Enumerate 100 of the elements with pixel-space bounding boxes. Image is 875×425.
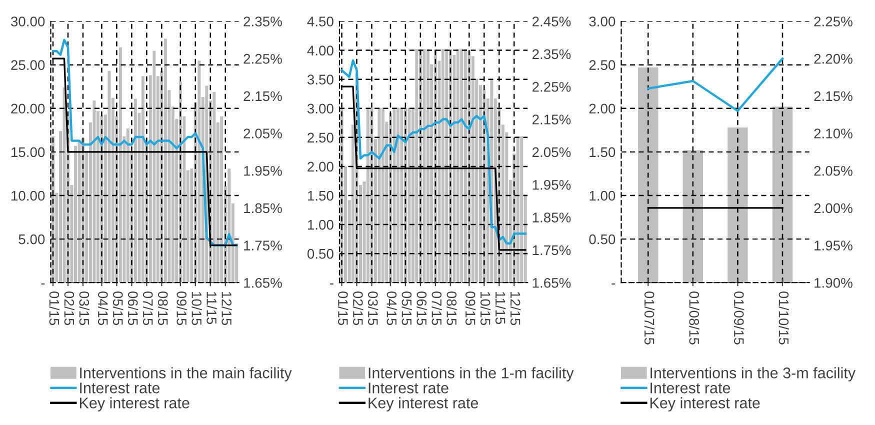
x-tick-label: 06/15	[128, 292, 138, 326]
x-tick-label: 08/15	[446, 292, 457, 326]
y2-tick-label: 1.90%	[814, 278, 852, 288]
y2-tick-label: 2.05%	[244, 128, 282, 138]
bar	[134, 98, 137, 283]
legend-label: Interventions in the 3-m facility	[650, 367, 856, 382]
bar	[426, 49, 430, 283]
y2-tick-label: 1.75%	[244, 240, 282, 250]
bar	[152, 50, 156, 283]
bar	[728, 128, 748, 283]
bar	[392, 108, 396, 283]
x-tick-label: 07/15	[142, 292, 154, 326]
y2-tick-label: 2.25%	[814, 16, 852, 26]
y2-tick-label: 2.25%	[244, 54, 282, 64]
x-tick-label: 01/15	[338, 292, 348, 326]
bar	[464, 49, 467, 283]
y-tick-label: 0.50	[589, 234, 616, 244]
y-tick-label: 2.00	[589, 104, 616, 114]
y2-tick-label: 1.85%	[244, 203, 282, 214]
y2-tick-label: 2.20%	[814, 54, 852, 64]
legend-label: Interest rate	[368, 382, 448, 394]
bar	[92, 100, 96, 283]
y2-tick-label: 1.85%	[532, 212, 571, 222]
x-tick-label: 01/08/15	[689, 292, 700, 344]
bar	[220, 116, 224, 283]
y2-tick-label: 2.10%	[814, 128, 852, 138]
y-tick-label: 5.00	[18, 234, 45, 244]
y-tick-label: 1.50	[590, 147, 616, 158]
x-tick-label: 12/15	[510, 292, 521, 326]
y2-tick-label: 1.65%	[244, 278, 282, 288]
x-tick-label: 02/15	[353, 292, 364, 326]
x-tick-label: 02/15	[64, 292, 74, 326]
bar	[445, 49, 448, 283]
y-tick-label: 1.00	[590, 190, 616, 201]
x-tick-label: 03/15	[79, 292, 90, 326]
bar	[682, 150, 703, 283]
bar	[415, 49, 418, 283]
y2-tick-label: 1.95%	[532, 180, 571, 190]
bar	[78, 141, 81, 283]
legend-label: Key interest rate	[80, 397, 190, 412]
y2-tick-label: 2.25%	[532, 82, 571, 92]
bar	[381, 108, 384, 283]
bar	[198, 60, 201, 283]
bar	[396, 108, 400, 283]
y-tick-label: 15.00	[12, 147, 45, 158]
legend-label: Key interest rate	[368, 397, 478, 412]
y2-tick-label: 2.35%	[532, 49, 571, 60]
line-series	[340, 59, 526, 245]
x-tick-label: 05/15	[402, 292, 412, 326]
y-tick-label: -	[612, 283, 616, 285]
x-tick-label: 10/15	[480, 292, 491, 326]
x-tick-label: 03/15	[368, 292, 378, 326]
x-tick-label: 08/15	[158, 292, 168, 326]
y-tick-label: 3.00	[589, 16, 616, 26]
y-tick-label: 20.00	[11, 104, 45, 114]
x-tick-label: 09/15	[465, 292, 476, 326]
bar	[108, 70, 111, 283]
x-tick-label: 04/15	[98, 292, 108, 326]
y-tick-label: 2.50	[589, 60, 616, 70]
bar	[441, 49, 444, 283]
line-series	[647, 57, 784, 112]
y2-tick-label: 2.45%	[532, 16, 571, 26]
y2-tick-label: 2.05%	[814, 166, 852, 176]
y2-tick-label: 2.15%	[814, 91, 852, 102]
x-tick-label: 07/15	[432, 292, 442, 326]
y2-tick-label: 2.05%	[532, 147, 571, 158]
bar	[126, 128, 130, 283]
bar	[460, 49, 464, 283]
bar	[74, 146, 77, 283]
x-tick-label: 01/07/15	[644, 292, 655, 344]
x-tick-label: 11/15	[495, 292, 506, 324]
bar	[164, 38, 167, 283]
y-tick-label: 1.00	[308, 220, 334, 230]
bar	[456, 49, 460, 283]
y-tick-label: 3.50	[307, 74, 334, 85]
bar	[422, 49, 426, 283]
bar	[520, 136, 524, 283]
y2-tick-label: 2.15%	[532, 114, 571, 124]
y2-tick-label: 2.15%	[244, 91, 282, 102]
y-tick-label: -	[41, 283, 45, 285]
x-tick-label: 01/09/15	[734, 292, 744, 344]
bar	[62, 87, 66, 283]
y-tick-label: 1.50	[308, 190, 334, 201]
y2-tick-label: 2.35%	[244, 16, 282, 26]
bar	[772, 106, 793, 283]
x-tick-label: 12/15	[222, 292, 232, 326]
y-tick-label: 3.00	[307, 104, 334, 114]
y-tick-label: 4.00	[307, 46, 334, 56]
legend-label: Interest rate	[650, 382, 730, 394]
legend-label: Key interest rate	[650, 397, 760, 412]
y-tick-label: 25.00	[11, 60, 45, 70]
bar	[400, 108, 404, 283]
x-tick-label: 05/15	[112, 292, 124, 326]
y2-tick-label: 2.00%	[814, 203, 852, 214]
y2-tick-label: 1.65%	[532, 278, 571, 288]
y-tick-label: -	[330, 283, 334, 285]
bar	[228, 168, 231, 283]
bar	[516, 136, 520, 283]
x-tick-label: 09/15	[176, 292, 187, 326]
bar	[118, 47, 122, 283]
